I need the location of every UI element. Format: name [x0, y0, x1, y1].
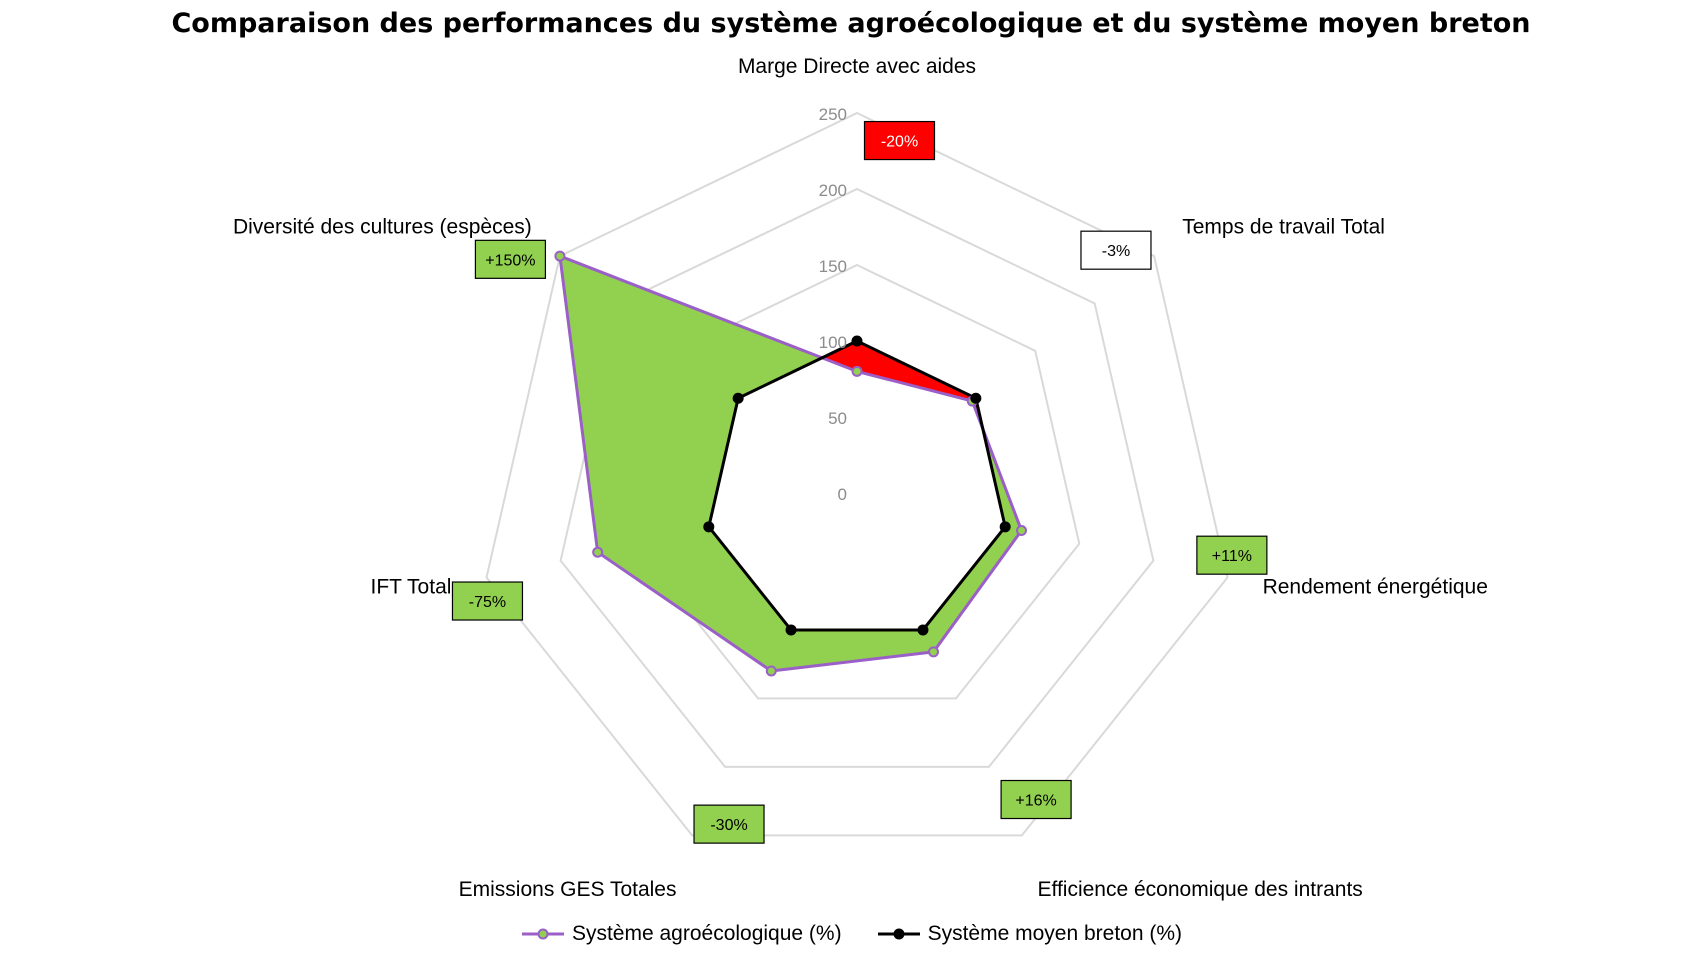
legend-entry-agroecological: Système agroécologique (%): [520, 922, 842, 946]
diff-badge: -30%: [693, 804, 765, 844]
point-breton: [732, 392, 744, 404]
diff-badge: -3%: [1080, 230, 1152, 270]
chart-title: Comparaison des performances du système …: [171, 8, 1531, 39]
diff-badge-label: +150%: [485, 252, 535, 269]
grid-ring-250: [485, 111, 1229, 837]
radial-tick-label: 200: [819, 181, 847, 200]
point-agroecological: [592, 546, 604, 558]
point-agroecological: [851, 365, 863, 377]
legend-entry-breton: Système moyen breton (%): [876, 922, 1182, 946]
point-agroecological: [928, 646, 940, 658]
radar-labels: 0 50 100 150 200 250 Marge Directe avec aides T…: [233, 55, 1488, 901]
point-breton: [917, 624, 929, 636]
legend-marker-breton: [877, 928, 920, 940]
point-agroecological: [765, 665, 777, 677]
diff-badge-label: -20%: [881, 134, 918, 151]
axis-label: Emissions GES Totales: [459, 878, 677, 901]
axis-label: Rendement énergétique: [1263, 576, 1488, 599]
legend-label-agroecological: Système agroécologique (%): [571, 922, 842, 945]
radial-tick-label: 150: [819, 257, 847, 276]
point-breton: [851, 335, 863, 347]
series-line-breton: [707, 339, 1007, 632]
axis-label: Efficience économique des intrants: [1037, 878, 1362, 901]
diff-badge-label: +16%: [1015, 793, 1056, 810]
axis-label: Marge Directe avec aides: [738, 55, 976, 78]
diff-badge-box: [1080, 230, 1152, 270]
point-breton: [970, 392, 982, 404]
radial-tick-label: 100: [819, 333, 847, 352]
point-breton: [999, 521, 1011, 533]
diff-badge-box: [693, 804, 765, 844]
point-breton: [703, 521, 715, 533]
radar-fills: [559, 256, 1022, 672]
point-agroecological: [1015, 525, 1027, 537]
legend-label-breton: Système moyen breton (%): [927, 922, 1183, 945]
axis-label: Diversité des cultures (espèces): [233, 216, 532, 239]
diff-badge: +16%: [1000, 779, 1072, 820]
radial-tick-label: 50: [828, 409, 847, 428]
area-loss: [708, 341, 1006, 630]
radial-tick-label: 250: [819, 105, 847, 124]
diff-badge: -20%: [863, 120, 936, 161]
diff-badge-box: [863, 120, 936, 161]
axis-label: Temps de travail Total: [1182, 216, 1385, 239]
diff-badge-label: -3%: [1102, 243, 1130, 260]
diff-badge-box: [1196, 535, 1268, 575]
point-breton: [785, 624, 797, 636]
diff-badge-label: -30%: [710, 817, 747, 834]
axis-label: IFT Total: [370, 576, 451, 599]
diff-badge: +150%: [474, 239, 547, 279]
diff-badge-box: [451, 581, 524, 621]
radar-series: [554, 250, 1027, 677]
diff-badge-label: +11%: [1212, 548, 1252, 565]
chart-legend: Système agroécologique (%) Système moyen…: [0, 922, 1702, 946]
diff-badge: -75%: [451, 581, 524, 621]
legend-marker-agroecological: [521, 928, 564, 940]
point-agroecological: [554, 250, 566, 262]
diff-badge-label: -75%: [469, 594, 506, 611]
diff-badge-box: [474, 239, 547, 279]
diff-badge-box: [1000, 779, 1072, 820]
radial-tick-label: 0: [838, 485, 847, 504]
diff-badge: +11%: [1196, 535, 1268, 575]
